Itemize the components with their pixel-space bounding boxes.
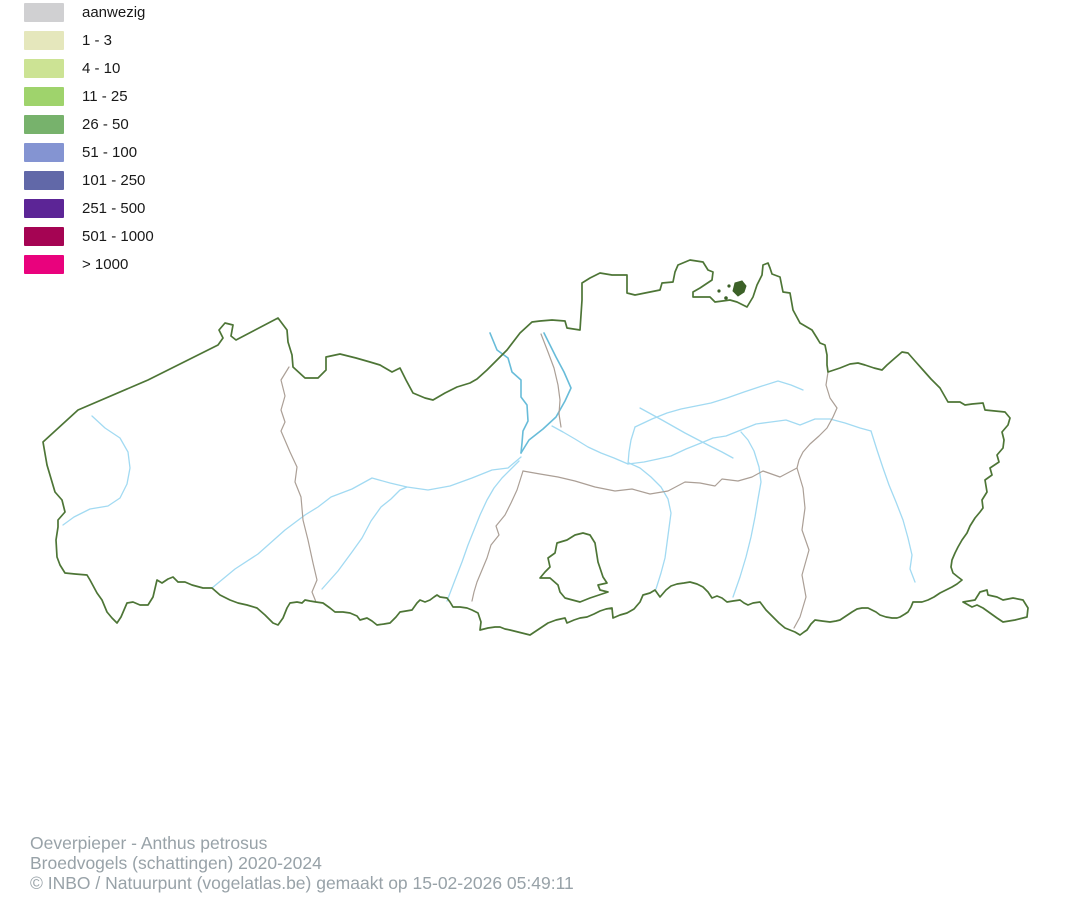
occupied-area-antwerp-port [732, 280, 747, 297]
river-demer [627, 418, 872, 465]
legend-label: 101 - 250 [82, 172, 146, 189]
border-eastflanders-brabant [471, 470, 524, 602]
legend-swatch-1-3 [24, 31, 64, 50]
legend-swatch-gt-1000 [24, 255, 64, 274]
occupied-dot-3 [727, 284, 731, 288]
river-zenne [628, 462, 672, 590]
legend-swatch-26-50 [24, 115, 64, 134]
legend-swatch-51-100 [24, 143, 64, 162]
occupied-dot-2 [717, 289, 721, 293]
voeren-exclave-border [962, 589, 1029, 623]
map-footer: Oeverpieper - Anthus petrosus Broedvogel… [30, 833, 574, 893]
legend-label: > 1000 [82, 256, 129, 273]
rivers-layer [62, 332, 916, 602]
river-east-branch [870, 430, 916, 583]
legend-label: 251 - 500 [82, 200, 146, 217]
river-ijzer [62, 415, 131, 526]
legend-label: 26 - 50 [82, 116, 129, 133]
legend-item-501-1000: 501 - 1000 [24, 227, 154, 246]
river-dender [446, 460, 520, 602]
legend-swatch-4-10 [24, 59, 64, 78]
legend-label: 4 - 10 [82, 60, 121, 77]
legend-item-1-3: 1 - 3 [24, 31, 154, 50]
legend-label: 51 - 100 [82, 144, 138, 161]
border-antwerp-limburg [796, 371, 838, 469]
border-antwerp-flemish-brabant [522, 467, 798, 495]
copyright-line: © INBO / Natuurpunt (vogelatlas.be) gema… [30, 873, 574, 893]
border-scheldt-estuary [540, 333, 562, 428]
legend-swatch-aanwezig [24, 3, 64, 22]
border-brabant-limburg [793, 467, 810, 629]
brussels-enclave-border [539, 532, 609, 603]
species-title: Oeverpieper - Anthus petrosus [30, 833, 268, 853]
flanders-outer-border [42, 259, 1011, 636]
river-rupel [551, 425, 629, 465]
legend-item-gt-1000: > 1000 [24, 255, 154, 274]
legend-item-26-50: 26 - 50 [24, 115, 154, 134]
river-upper-scheldt [321, 486, 408, 590]
legend-label: aanwezig [82, 4, 146, 21]
legend-item-101-250: 101 - 250 [24, 171, 154, 190]
canal-gent-terneuzen [489, 332, 529, 454]
river-sea-scheldt [520, 332, 572, 454]
legend-swatch-501-1000 [24, 227, 64, 246]
river-link [627, 426, 636, 465]
river-leie [211, 456, 522, 589]
survey-subtitle: Broedvogels (schattingen) 2020-2024 [30, 853, 322, 873]
province-borders-layer [280, 333, 838, 629]
occupied-dot-1 [724, 296, 728, 300]
river-diagonal-branch [639, 407, 734, 459]
region-borders-layer [42, 259, 1029, 636]
legend-swatch-11-25 [24, 87, 64, 106]
legend-item-51-100: 51 - 100 [24, 143, 154, 162]
legend-item-11-25: 11 - 25 [24, 87, 154, 106]
river-gete [732, 431, 762, 598]
legend-swatch-251-500 [24, 199, 64, 218]
border-west-east-flanders [280, 366, 318, 603]
legend-item-4-10: 4 - 10 [24, 59, 154, 78]
legend-label: 501 - 1000 [82, 228, 154, 245]
legend: aanwezig 1 - 3 4 - 10 11 - 25 26 - 50 51… [24, 3, 154, 283]
legend-item-251-500: 251 - 500 [24, 199, 154, 218]
legend-swatch-101-250 [24, 171, 64, 190]
river-nete [634, 380, 804, 428]
legend-item-aanwezig: aanwezig [24, 3, 154, 22]
legend-label: 1 - 3 [82, 32, 113, 49]
legend-label: 11 - 25 [82, 88, 128, 105]
